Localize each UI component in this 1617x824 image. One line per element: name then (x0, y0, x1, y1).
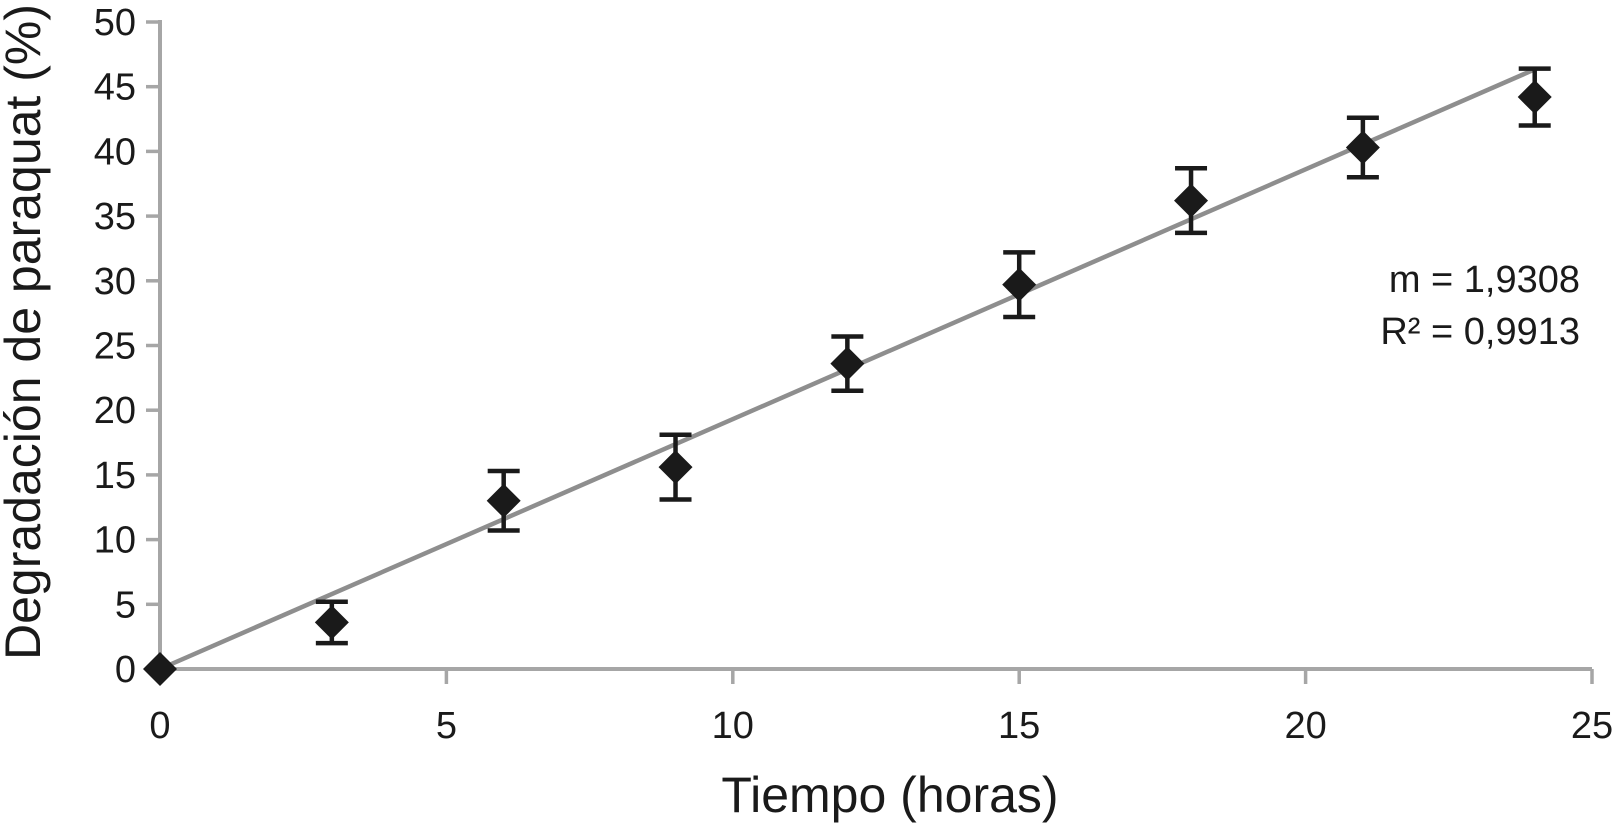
data-point-diamond (830, 346, 865, 381)
y-axis-tick-label: 50 (94, 2, 136, 44)
x-axis-tick-label: 25 (1571, 705, 1613, 747)
x-axis-tick-label: 5 (436, 705, 457, 747)
y-axis-tick-label: 25 (94, 326, 136, 368)
y-axis-tick-label: 45 (94, 67, 136, 109)
y-axis-tick-label: 40 (94, 131, 136, 173)
y-axis-title: Degradación de paraquat (%) (0, 4, 51, 660)
x-axis-tick-label: 10 (712, 705, 754, 747)
x-axis-tick-label: 20 (1284, 705, 1326, 747)
slope-annotation: m = 1,9308 (1389, 259, 1580, 301)
y-axis-tick-label: 5 (115, 584, 136, 626)
data-point-diamond (1345, 130, 1380, 165)
y-axis-tick-label: 20 (94, 390, 136, 432)
data-point-diamond (143, 652, 177, 686)
data-point-diamond (1002, 267, 1037, 302)
data-point-diamond (658, 450, 693, 485)
y-axis-tick-label: 15 (94, 455, 136, 497)
x-axis-tick-label: 0 (149, 705, 170, 747)
r-squared-annotation: R² = 0,9913 (1380, 311, 1580, 353)
y-axis-tick-label: 0 (115, 649, 136, 691)
y-axis-tick-label: 30 (94, 261, 136, 303)
x-axis-tick-label: 15 (998, 705, 1040, 747)
data-point-diamond (314, 605, 349, 640)
y-axis-tick-label: 35 (94, 196, 136, 238)
data-point-diamond (1174, 183, 1209, 218)
x-axis-title: Tiempo (horas) (721, 767, 1058, 823)
data-point-diamond (1517, 80, 1552, 115)
y-axis-tick-label: 10 (94, 520, 136, 562)
data-point-diamond (486, 483, 521, 518)
